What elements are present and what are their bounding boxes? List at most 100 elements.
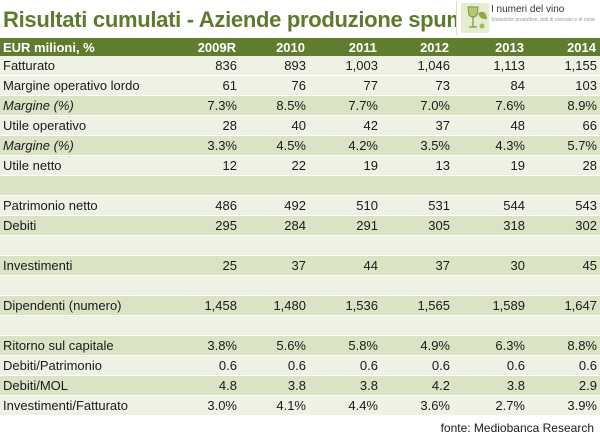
row-value: 45 [528,255,600,276]
header-year: 2014 [528,38,600,56]
table-row: Debiti 295 284 291 305 318 302 [0,215,600,236]
row-label: Margine operativo lordo [0,75,171,96]
row-value [528,315,600,336]
row-value: 37 [240,255,309,276]
row-value: 531 [381,195,453,216]
row-value: 28 [171,115,240,136]
row-value: 492 [240,195,309,216]
row-value: 302 [528,215,600,236]
table-row: Debiti/MOL 4.8 3.8 3.8 4.2 3.8 2.9 [0,375,600,396]
row-value: 22 [240,155,309,176]
table-row: Fatturato 836 893 1,003 1,046 1,113 1,155 [0,56,600,76]
row-value: 3.3% [171,135,240,156]
table-row: Margine (%) 3.3% 4.5% 4.2% 3.5% 4.3% 5.7% [0,135,600,156]
brand-logo: I numeri del vino Statistiche produttive… [456,1,599,35]
row-value: 4.9% [381,335,453,356]
row-value: 4.5% [240,135,309,156]
row-value [171,275,240,296]
row-value: 37 [381,115,453,136]
row-value: 2.7% [453,395,528,416]
table-row: Utile netto 12 22 19 13 19 28 [0,155,600,176]
row-value: 73 [381,75,453,96]
row-label: Debiti/MOL [0,375,171,396]
row-value [309,235,381,256]
row-value [528,235,600,256]
results-table: EUR milioni, % 2009R 2010 2011 2012 2013 2014 … [0,38,600,416]
row-value: 0.6 [381,355,453,376]
row-value: 544 [453,195,528,216]
row-label: Utile netto [0,155,171,176]
row-value: 42 [309,115,381,136]
row-value: 7.0% [381,95,453,116]
row-value: 1,113 [453,56,528,76]
table-row: Dipendenti (numero) 1,458 1,480 1,536 1,565 1… [0,295,600,316]
row-value [528,275,600,296]
row-value: 0.6 [309,355,381,376]
header-year: 2009R [171,38,240,56]
row-value [528,175,600,196]
row-value [381,275,453,296]
row-value [453,175,528,196]
table-row: Patrimonio netto 486 492 510 531 544 543 [0,195,600,216]
row-value: 44 [309,255,381,276]
row-value: 4.2 [381,375,453,396]
row-value: 1,003 [309,56,381,76]
row-value [453,275,528,296]
row-value [453,315,528,336]
table-row [0,175,600,196]
row-value: 84 [453,75,528,96]
row-value: 1,536 [309,295,381,316]
logo-name: I numeri del vino [491,4,565,15]
row-label: Fatturato [0,56,171,76]
row-label: Margine (%) [0,135,171,156]
row-value: 19 [309,155,381,176]
row-label: Debiti [0,215,171,236]
row-value: 0.6 [453,355,528,376]
row-value: 3.5% [381,135,453,156]
row-value [171,235,240,256]
row-label [0,275,171,296]
row-value: 3.0% [171,395,240,416]
table-row: Margine (%) 7.3% 8.5% 7.7% 7.0% 7.6% 8.9% [0,95,600,116]
row-value: 4.1% [240,395,309,416]
row-label: Utile operativo [0,115,171,136]
row-value: 0.6 [171,355,240,376]
page-title: Risultati cumulati - Aziende produzione … [3,7,510,32]
row-value: 76 [240,75,309,96]
row-label: Investimenti/Fatturato [0,395,171,416]
row-value: 12 [171,155,240,176]
row-value [381,235,453,256]
header-units: EUR milioni, % [0,38,171,56]
row-value: 4.4% [309,395,381,416]
row-value: 8.9% [528,95,600,116]
row-label: Dipendenti (numero) [0,295,171,316]
header-year: 2013 [453,38,528,56]
row-value [171,315,240,336]
row-value: 30 [453,255,528,276]
row-value: 103 [528,75,600,96]
row-value: 3.8 [309,375,381,396]
row-value [453,235,528,256]
row-value: 7.7% [309,95,381,116]
header-year: 2011 [309,38,381,56]
row-value: 295 [171,215,240,236]
row-value [381,175,453,196]
row-value [240,315,309,336]
logo-tagline: Statistiche produttive, dati di mercato … [491,17,595,23]
table-body: Fatturato 836 893 1,003 1,046 1,113 1,155 Margi… [0,56,600,416]
row-value: 48 [453,115,528,136]
table-row: Debiti/Patrimonio 0.6 0.6 0.6 0.6 0.6 0.6 [0,355,600,376]
table-row [0,315,600,336]
row-value: 3.6% [381,395,453,416]
row-label: Patrimonio netto [0,195,171,216]
table-row: Investimenti/Fatturato 3.0% 4.1% 4.4% 3.6% 2.… [0,395,600,416]
row-value: 836 [171,56,240,76]
row-value: 40 [240,115,309,136]
table-row: Utile operativo 28 40 42 37 48 66 [0,115,600,136]
row-value [240,275,309,296]
row-value: 5.7% [528,135,600,156]
row-label: Ritorno sul capitale [0,335,171,356]
table-row: Ritorno sul capitale 3.8% 5.6% 5.8% 4.9% 6.3%… [0,335,600,356]
row-value: 3.8% [171,335,240,356]
row-value: 3.8 [453,375,528,396]
